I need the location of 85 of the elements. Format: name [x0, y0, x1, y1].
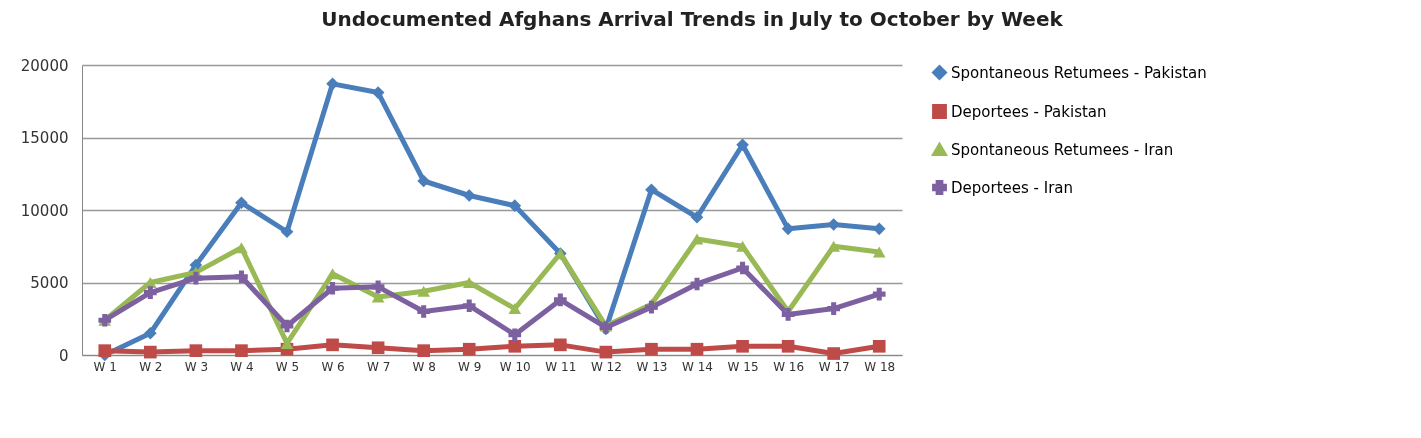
point [554, 338, 567, 352]
point [554, 293, 567, 307]
chart-title: Undocumented Afghans Arrival Trends in July to October by Week [321, 7, 1064, 31]
point [872, 339, 886, 353]
point [736, 138, 749, 152]
point [371, 341, 385, 355]
point [235, 242, 248, 254]
legend-label: Spontaneous Retumees - Pakistan [951, 63, 1207, 82]
y-tick-label: 15000 [20, 129, 69, 147]
point [827, 302, 840, 315]
point [280, 319, 294, 333]
x-tick-label: W 18 [864, 359, 896, 374]
point [326, 268, 339, 280]
point [508, 199, 522, 212]
point [462, 342, 476, 356]
point [690, 342, 704, 356]
legend-label: Deportees - Pakistan [951, 102, 1107, 121]
x-tick-label: W 4 [230, 359, 254, 374]
x-tick-label: W 6 [321, 359, 345, 374]
point [326, 77, 339, 91]
point [736, 261, 749, 275]
point [371, 291, 385, 303]
point [417, 305, 430, 318]
x-tick-label: W 2 [139, 359, 163, 374]
point [462, 189, 476, 202]
point [645, 183, 658, 197]
x-tick-label: W 13 [636, 359, 668, 374]
point [144, 326, 157, 340]
point [872, 222, 886, 236]
point [781, 308, 795, 321]
x-tick-label: W 16 [773, 359, 805, 374]
point [280, 225, 294, 239]
x-tick-label: W 9 [458, 359, 482, 374]
x-tick-label: W 3 [184, 359, 209, 374]
point [645, 342, 658, 356]
point [326, 281, 339, 295]
x-tick-label: W 14 [682, 359, 713, 374]
point [417, 344, 430, 357]
x-tick-label: W 8 [412, 359, 436, 374]
point [736, 339, 749, 353]
point [189, 344, 203, 357]
point [144, 286, 157, 299]
point [235, 196, 248, 210]
y-tick-label: 10000 [20, 201, 69, 220]
legend-label: Deportees - Iran [951, 178, 1074, 197]
point [508, 328, 522, 342]
y-tick-label: 5000 [30, 274, 69, 292]
point [189, 271, 203, 285]
x-tick-label: W 10 [499, 359, 531, 374]
point [189, 258, 203, 272]
point [508, 339, 522, 353]
point [235, 270, 248, 284]
x-tick-label: W 17 [818, 359, 850, 374]
x-tick-label: W 1 [93, 359, 117, 374]
x-tick-label: W 7 [366, 359, 391, 374]
point [781, 339, 795, 353]
point [781, 222, 795, 236]
point [872, 246, 886, 258]
x-tick-label: W 5 [275, 359, 300, 374]
point [827, 240, 840, 252]
point [599, 345, 613, 359]
point [827, 347, 840, 360]
y-tick-label: 20000 [20, 56, 69, 75]
point [462, 277, 476, 288]
point [736, 240, 749, 252]
point [690, 210, 704, 224]
point [462, 299, 476, 313]
x-tick-label: W 12 [590, 359, 622, 374]
x-tick-label: W 11 [545, 359, 577, 374]
point [417, 174, 430, 188]
point [417, 285, 430, 297]
point [326, 338, 339, 352]
x-tick-label: W 15 [727, 359, 759, 374]
point [371, 86, 385, 99]
point [144, 345, 157, 359]
point [690, 277, 704, 291]
y-tick-label: 0 [58, 346, 69, 365]
point [235, 344, 248, 357]
point [690, 233, 704, 245]
point [645, 300, 658, 314]
point [508, 303, 522, 315]
point [98, 344, 112, 357]
point [872, 287, 886, 301]
legend-label: Spontaneous Retumees - Iran [951, 140, 1174, 159]
point [371, 280, 385, 294]
